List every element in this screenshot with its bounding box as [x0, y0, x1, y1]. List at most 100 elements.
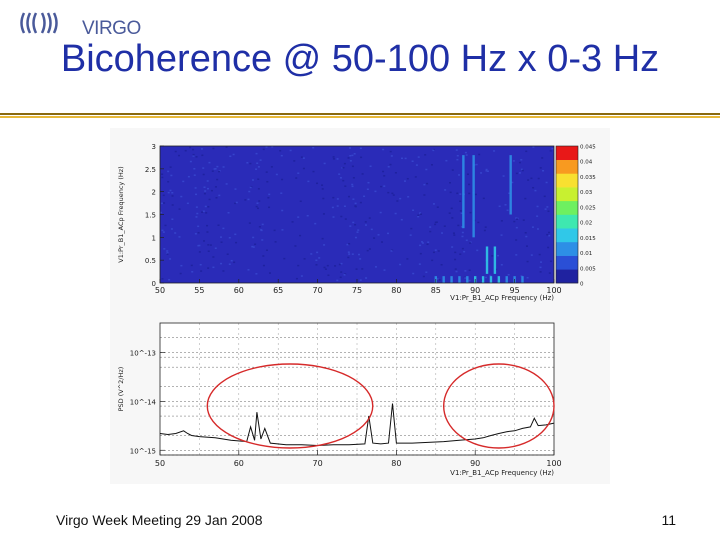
- heatmap-noise-cell: [464, 277, 467, 279]
- heatmap-feature: [450, 276, 453, 283]
- heatmap-noise-cell: [205, 212, 208, 214]
- heatmap-noise-cell: [182, 180, 185, 183]
- heatmap-x-tick-label: 100: [546, 286, 561, 295]
- heatmap-noise-cell: [207, 250, 210, 252]
- heatmap-noise-cell: [539, 271, 542, 273]
- heatmap-noise-cell: [468, 183, 471, 186]
- heatmap-noise-cell: [343, 162, 346, 165]
- heatmap-noise-cell: [206, 224, 209, 227]
- heatmap-noise-cell: [315, 264, 318, 266]
- heatmap-noise-cell: [244, 199, 247, 201]
- heatmap-y-axis-label: V1:Pr_B1_ACp Frequency (Hz): [117, 166, 125, 262]
- heatmap-noise-cell: [520, 168, 523, 171]
- heatmap-noise-cell: [518, 161, 521, 164]
- heatmap-noise-cell: [548, 234, 551, 237]
- heatmap-noise-cell: [549, 150, 552, 152]
- heatmap-noise-cell: [409, 234, 412, 236]
- heatmap-noise-cell: [454, 268, 457, 270]
- heatmap-noise-cell: [437, 250, 440, 252]
- heatmap-noise-cell: [366, 249, 369, 252]
- heatmap-noise-cell: [202, 167, 205, 169]
- heatmap-noise-cell: [400, 218, 403, 221]
- heatmap-noise-cell: [546, 233, 549, 236]
- heatmap-noise-cell: [347, 157, 350, 159]
- heatmap-noise-cell: [380, 241, 383, 243]
- heatmap-noise-cell: [174, 232, 177, 234]
- heatmap-noise-cell: [548, 231, 551, 234]
- heatmap-noise-cell: [251, 179, 254, 181]
- heatmap-noise-cell: [544, 208, 547, 210]
- heatmap-noise-cell: [281, 209, 284, 212]
- heatmap-noise-cell: [368, 217, 371, 219]
- heatmap-noise-cell: [340, 262, 343, 265]
- heatmap-noise-cell: [336, 279, 339, 282]
- heatmap-noise-cell: [525, 235, 528, 238]
- heatmap-noise-cell: [162, 231, 165, 233]
- heatmap-noise-cell: [331, 206, 334, 209]
- heatmap-noise-cell: [542, 169, 545, 172]
- colorbar-tick-label: 0.005: [580, 266, 596, 272]
- heatmap-noise-cell: [208, 161, 211, 164]
- heatmap-noise-cell: [222, 270, 225, 272]
- colorbar-segment: [556, 269, 578, 284]
- heatmap-noise-cell: [436, 278, 439, 280]
- heatmap-noise-cell: [257, 207, 260, 210]
- heatmap-noise-cell: [459, 253, 462, 255]
- heatmap-noise-cell: [234, 202, 237, 205]
- heatmap-noise-cell: [324, 268, 327, 270]
- heatmap-noise-cell: [257, 188, 260, 190]
- heatmap-noise-cell: [163, 248, 166, 250]
- heatmap-noise-cell: [430, 164, 433, 166]
- heatmap-noise-cell: [478, 153, 481, 156]
- heatmap-noise-cell: [367, 181, 370, 184]
- heatmap-noise-cell: [364, 221, 367, 223]
- heatmap-noise-cell: [336, 158, 339, 160]
- heatmap-noise-cell: [512, 160, 515, 162]
- heatmap-noise-cell: [348, 253, 351, 255]
- heatmap-noise-cell: [547, 246, 550, 249]
- annotation-circle: [206, 363, 374, 449]
- heatmap-noise-cell: [225, 146, 228, 148]
- heatmap-noise-cell: [254, 243, 257, 246]
- heatmap-noise-cell: [369, 165, 372, 167]
- heatmap-noise-cell: [460, 226, 463, 228]
- heatmap-noise-cell: [347, 256, 350, 259]
- heatmap-noise-cell: [215, 197, 218, 199]
- heatmap-noise-cell: [265, 146, 268, 148]
- heatmap-noise-cell: [197, 231, 200, 234]
- psd-y-axis-label: PSD (V^2/Hz): [117, 367, 125, 412]
- heatmap-noise-cell: [365, 277, 368, 279]
- heatmap-noise-cell: [166, 250, 169, 252]
- heatmap-noise-cell: [539, 167, 542, 169]
- heatmap-noise-cell: [208, 198, 211, 201]
- heatmap-noise-cell: [468, 279, 471, 282]
- heatmap-noise-cell: [192, 153, 195, 156]
- heatmap-noise-cell: [420, 241, 423, 243]
- heatmap-noise-cell: [199, 263, 202, 266]
- heatmap-noise-cell: [171, 195, 174, 197]
- heatmap-noise-cell: [198, 251, 201, 253]
- heatmap-noise-cell: [379, 211, 382, 214]
- heatmap-y-tick-label: 0.5: [145, 257, 156, 265]
- heatmap-noise-cell: [426, 243, 429, 246]
- heatmap-noise-cell: [321, 237, 324, 240]
- heatmap-noise-cell: [457, 224, 460, 227]
- heatmap-noise-cell: [438, 279, 441, 281]
- heatmap-noise-cell: [399, 197, 402, 200]
- colorbar-segment: [556, 200, 578, 215]
- heatmap-noise-cell: [387, 232, 390, 235]
- heatmap-x-tick-label: 80: [391, 286, 401, 295]
- heatmap-noise-cell: [419, 212, 422, 214]
- heatmap-noise-cell: [383, 185, 386, 187]
- heatmap-noise-cell: [299, 234, 302, 237]
- heatmap-noise-cell: [434, 249, 437, 251]
- heatmap-noise-cell: [507, 273, 510, 276]
- heatmap-noise-cell: [255, 205, 258, 208]
- heatmap-noise-cell: [228, 263, 231, 265]
- heatmap-noise-cell: [194, 187, 197, 189]
- colorbar-frame: [555, 145, 579, 284]
- heatmap-noise-cell: [411, 160, 414, 162]
- heatmap-noise-cell: [222, 227, 225, 230]
- heatmap-noise-cell: [349, 225, 352, 227]
- heatmap-noise-cell: [524, 232, 527, 234]
